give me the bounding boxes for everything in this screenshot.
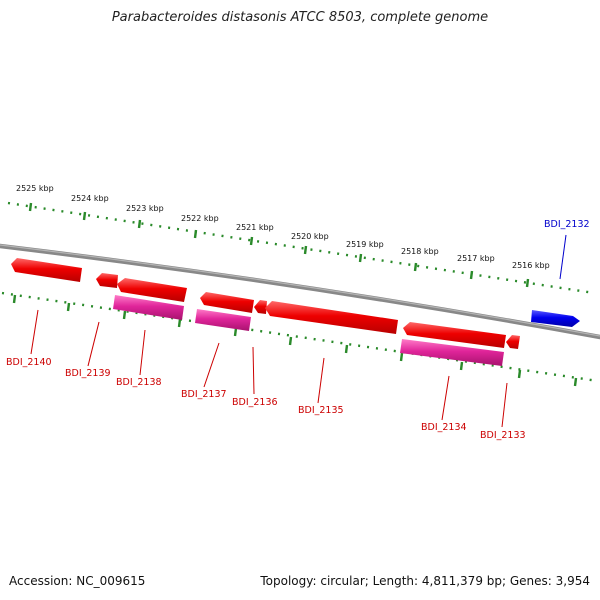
kbp-label: 2522 kbp (181, 214, 219, 223)
gene-arrow-bdi-2138[interactable] (117, 278, 187, 302)
kbp-label: 2519 kbp (346, 240, 384, 249)
gene-arrow-pink-3[interactable] (400, 339, 504, 366)
gene-label-bdi-2132[interactable]: BDI_2132 (544, 219, 590, 230)
lower-tick-track (1, 291, 599, 383)
kbp-label: 2525 kbp (16, 184, 54, 193)
gene-arrow-bdi-2139[interactable] (96, 273, 118, 288)
kbp-label: 2520 kbp (291, 232, 329, 241)
kbp-label: 2518 kbp (401, 247, 439, 256)
reverse-leader-lines (30, 309, 508, 428)
gene-label-bdi-2134[interactable]: BDI_2134 (421, 422, 467, 433)
kbp-label: 2524 kbp (71, 194, 109, 203)
genome-backbone (0, 243, 600, 340)
gene-arrow-bdi-2134[interactable] (403, 322, 506, 348)
gene-label-bdi-2135[interactable]: BDI_2135 (298, 405, 344, 416)
lower-major-ticks (12, 294, 578, 387)
reverse-genes-row1 (11, 258, 520, 349)
kbp-label: 2521 kbp (236, 223, 274, 232)
gene-arrow-bdi-2132[interactable] (531, 310, 580, 327)
kbp-label: 2516 kbp (512, 261, 550, 270)
accession-text: Accession: NC_009615 (9, 574, 146, 588)
gene-label-bdi-2137[interactable]: BDI_2137 (181, 389, 227, 400)
kbp-label: 2523 kbp (126, 204, 164, 213)
gene-label-bdi-2136[interactable]: BDI_2136 (232, 397, 278, 408)
gene-label-bdi-2139[interactable]: BDI_2139 (65, 368, 111, 379)
gene-arrow-pink-1[interactable] (113, 295, 184, 320)
genome-summary-text: Topology: circular; Length: 4,811,379 bp… (260, 574, 590, 588)
map-title: Parabacteroides distasonis ATCC 8503, co… (111, 10, 489, 25)
gene-arrow-bdi-2137[interactable] (200, 292, 254, 313)
gene-arrow-pink-2[interactable] (195, 309, 251, 331)
upper-tick-track (7, 201, 595, 295)
gene-label-bdi-2140[interactable]: BDI_2140 (6, 357, 52, 368)
gene-label-bdi-2133[interactable]: BDI_2133 (480, 430, 526, 441)
gene-arrow-bdi-2140[interactable] (11, 258, 82, 282)
gene-arrow-bdi-2136[interactable] (254, 300, 267, 314)
upper-major-ticks (28, 202, 530, 288)
gene-arrow-bdi-2133[interactable] (506, 335, 520, 349)
gene-arrow-bdi-2135[interactable] (265, 301, 398, 334)
gene-label-bdi-2138[interactable]: BDI_2138 (116, 377, 162, 388)
reverse-genes-row2 (113, 295, 504, 366)
kbp-label: 2517 kbp (457, 254, 495, 263)
forward-leader-line (559, 234, 567, 280)
